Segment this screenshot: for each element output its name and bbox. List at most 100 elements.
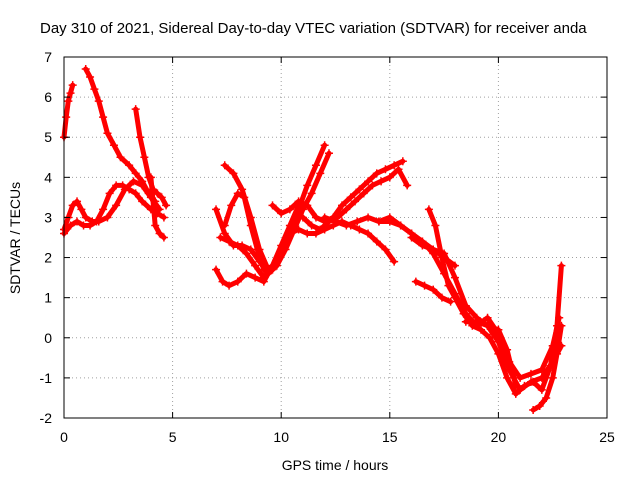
x-tick-label: 25 [599, 429, 615, 445]
data-point [103, 213, 112, 222]
data-point [396, 221, 405, 230]
data-point [461, 301, 470, 310]
data-point [131, 189, 140, 198]
data-point [359, 189, 368, 198]
data-point [81, 213, 90, 222]
series-track-k [220, 189, 268, 274]
data-point [338, 201, 347, 210]
y-tick-label: 1 [44, 290, 52, 306]
data-point [99, 205, 108, 214]
data-point [233, 189, 242, 198]
data-point [494, 349, 503, 358]
data-point [268, 201, 277, 210]
series-trace [270, 158, 406, 224]
data-point [483, 313, 492, 322]
data-point [240, 193, 249, 202]
data-series [60, 65, 566, 414]
data-point [220, 221, 229, 230]
data-point [281, 237, 290, 246]
data-point [157, 193, 166, 202]
data-point [294, 197, 303, 206]
x-tick-label: 10 [273, 429, 289, 445]
y-tick-label: 7 [44, 49, 52, 65]
x-tick-label: 15 [382, 429, 398, 445]
data-point [116, 153, 125, 162]
series-track-s [411, 277, 455, 306]
data-point [303, 229, 312, 238]
data-point [520, 381, 529, 390]
data-point [385, 173, 394, 182]
data-point [81, 65, 90, 74]
data-point [131, 105, 140, 114]
data-point [253, 245, 262, 254]
data-point [227, 201, 236, 210]
data-point [109, 141, 118, 150]
data-point [411, 277, 420, 286]
data-point [303, 201, 312, 210]
y-axis-label: SDTVAR / TECUs [7, 182, 23, 294]
y-tick-label: 0 [44, 330, 52, 346]
series-track-b [81, 65, 160, 206]
data-point [368, 181, 377, 190]
data-point [557, 321, 566, 330]
data-point [477, 325, 486, 334]
x-tick-label: 20 [491, 429, 507, 445]
data-point [220, 161, 229, 170]
data-point [146, 173, 155, 182]
data-point [320, 213, 329, 222]
data-point [429, 285, 438, 294]
data-point [277, 209, 286, 218]
data-point [307, 189, 316, 198]
data-point [535, 401, 544, 410]
x-tick-label: 0 [60, 429, 68, 445]
data-point [233, 277, 242, 286]
data-point [437, 253, 446, 262]
data-point [155, 229, 164, 238]
data-point [285, 229, 294, 238]
data-point [285, 205, 294, 214]
data-point [259, 265, 268, 274]
data-point [372, 169, 381, 178]
data-point [159, 233, 168, 242]
data-point [138, 197, 147, 206]
data-point [229, 241, 238, 250]
data-point [529, 377, 538, 386]
data-point [311, 161, 320, 170]
data-point [355, 185, 364, 194]
data-point [105, 189, 114, 198]
data-point [73, 217, 82, 226]
data-point [151, 221, 160, 230]
data-point [537, 385, 546, 394]
data-point [294, 225, 303, 234]
axis-ticks: 0 5 10 15 20 25 -2 -1 0 1 2 3 4 5 6 7 [40, 49, 615, 445]
data-point [136, 133, 145, 142]
x-axis-label: GPS time / hours [282, 457, 389, 473]
data-point [246, 221, 255, 230]
data-point [229, 169, 238, 178]
data-point [364, 213, 373, 222]
data-point [450, 293, 459, 302]
data-point [316, 169, 325, 178]
data-point [307, 221, 316, 230]
data-point [290, 217, 299, 226]
data-point [238, 241, 247, 250]
data-point [259, 277, 268, 286]
data-point [516, 373, 525, 382]
data-point [418, 241, 427, 250]
data-point [342, 205, 351, 214]
data-point [77, 205, 86, 214]
data-point [437, 293, 446, 302]
data-point [118, 181, 127, 190]
data-point [251, 273, 260, 282]
data-point [242, 249, 251, 258]
data-point [542, 393, 551, 402]
data-point [472, 317, 481, 326]
data-point [125, 161, 134, 170]
data-point [385, 217, 394, 226]
data-point [511, 389, 520, 398]
series-track-d [60, 181, 168, 238]
data-point [494, 325, 503, 334]
y-tick-label: 4 [44, 169, 52, 185]
data-point [403, 181, 412, 190]
y-tick-label: -1 [40, 370, 53, 386]
